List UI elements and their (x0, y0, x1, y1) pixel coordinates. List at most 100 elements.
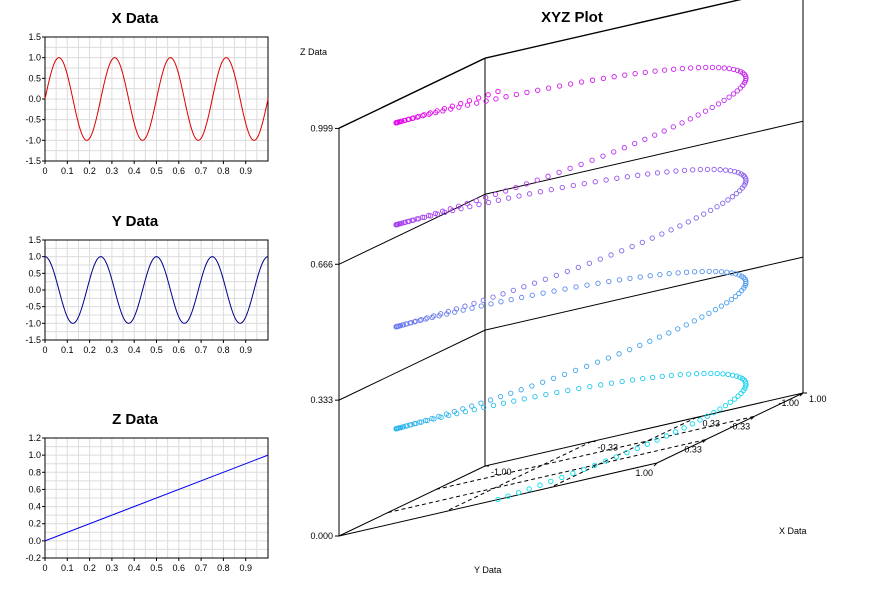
helix-point (614, 175, 620, 181)
helix-point (608, 252, 614, 258)
helix-point (508, 296, 514, 303)
helix-point (621, 145, 627, 151)
helix-point (717, 406, 723, 412)
y-tick-label: 0.0 (28, 536, 41, 546)
helix-point (677, 372, 683, 378)
helix-point (668, 227, 674, 233)
helix-point (693, 371, 700, 377)
helix-point (426, 111, 432, 117)
helix-point (467, 203, 473, 210)
y-tick-label: 1.5 (28, 235, 41, 245)
helix-point (689, 421, 695, 427)
z-tick-label: 0.333 (310, 395, 333, 405)
series-line (44, 454, 269, 542)
y-tick-mark (702, 439, 707, 443)
helix-point (679, 120, 685, 126)
helix-point (572, 367, 579, 374)
helix-point (739, 273, 745, 279)
helix-point (659, 373, 665, 380)
helix-point (483, 98, 489, 104)
helix-point (642, 136, 648, 142)
helix-point (661, 67, 668, 73)
helix-point (713, 268, 719, 275)
helix-point (473, 100, 480, 106)
helix-point (515, 489, 522, 496)
helix-point (475, 95, 482, 101)
helix-point (706, 310, 712, 316)
helix-point (529, 292, 535, 298)
helix-point (505, 195, 512, 201)
helix-point (597, 256, 603, 262)
helix-point (691, 318, 697, 324)
helix-point (639, 239, 645, 246)
helix-point (704, 166, 711, 173)
y-tick-label: 0.6 (28, 484, 41, 494)
helix-point (656, 334, 663, 340)
series-line (44, 256, 269, 324)
y-tick-label: -1.0 (25, 318, 41, 328)
helix-point (458, 100, 464, 107)
helix-point (722, 402, 729, 409)
helix-point (701, 370, 707, 377)
helix-point (410, 115, 416, 121)
helix-point (531, 280, 538, 286)
helix-point (729, 194, 736, 200)
helix-point (567, 165, 573, 172)
helix-point (721, 97, 727, 104)
helix-point (714, 204, 720, 210)
helix-point (490, 294, 496, 300)
helix-point (462, 303, 468, 309)
helix-point (701, 211, 707, 217)
helix-point (704, 413, 710, 419)
helix-point (691, 269, 698, 275)
helix-point (632, 71, 638, 77)
helix-point (469, 403, 475, 409)
helix-point (398, 220, 404, 227)
helix-point (619, 248, 625, 254)
helix-point (497, 394, 504, 400)
helix-point (485, 92, 491, 98)
floor-edge (338, 465, 486, 537)
helix-point (716, 64, 722, 71)
floor-edge (484, 392, 804, 467)
helix-point (495, 496, 501, 503)
helix-point (619, 378, 625, 385)
y-tick-label: 1.0 (28, 53, 41, 63)
helix-point (399, 118, 405, 124)
helix-point (545, 173, 551, 179)
helix-point (608, 380, 615, 386)
helix-point (595, 280, 601, 286)
helix-point (647, 338, 653, 344)
helix-point (627, 275, 633, 282)
helix-point (510, 287, 516, 294)
helix-point (598, 382, 604, 388)
helix-point (724, 300, 730, 306)
helix-point (471, 300, 477, 306)
helix-point (581, 180, 587, 187)
helix-point (671, 66, 677, 72)
y-data-title: Y Data (112, 213, 159, 230)
x-tick-label: 0.3 (106, 166, 119, 176)
helix-point (415, 113, 421, 120)
helix-point (407, 422, 413, 428)
helix-point (423, 316, 429, 322)
helix-point (471, 406, 477, 413)
helix-point (673, 168, 679, 174)
helix-point (737, 68, 744, 75)
helix-point (632, 140, 638, 147)
helix-point (739, 375, 745, 382)
x-tick-label: 0.4 (128, 345, 141, 355)
helix-point (594, 359, 601, 365)
helix-point (540, 290, 546, 296)
x-tick-label: 0.9 (239, 166, 252, 176)
x-tick-label: 0 (42, 166, 47, 176)
helix-point (697, 417, 703, 423)
helix-point (518, 387, 524, 393)
x-tick-label: 0.4 (128, 563, 141, 573)
helix-point (554, 389, 560, 396)
x-tick-label: 0.4 (128, 166, 141, 176)
y-tick-label: 1.0 (28, 450, 41, 460)
helix-point (534, 177, 540, 183)
x-tick-label: -1.00 (491, 467, 512, 477)
y-tick-mark (799, 392, 804, 397)
